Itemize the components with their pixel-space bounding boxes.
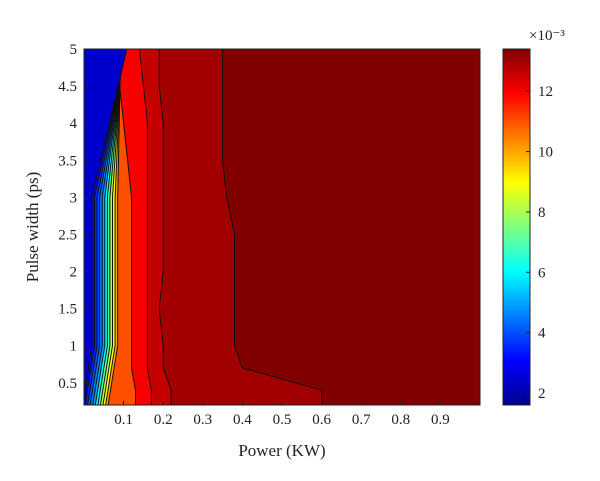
x-tick-label: 0.5 <box>273 412 292 428</box>
x-tick-label: 0.4 <box>233 412 252 428</box>
x-tick-label: 0.7 <box>352 412 371 428</box>
y-tick-label: 4.5 <box>58 79 77 95</box>
x-tick-label: 0.6 <box>312 412 331 428</box>
y-tick-label: 1.5 <box>58 302 77 318</box>
x-axis-label: Power (KW) <box>238 441 325 460</box>
colorbar-tick-label: 2 <box>538 386 546 402</box>
x-tick-label: 0.8 <box>391 412 410 428</box>
x-tick-label: 0.1 <box>114 412 133 428</box>
y-axis: 0.5 1 1.5 2 2.5 3 3.5 4 4.5 5 <box>58 42 88 392</box>
y-axis-label: Pulse width (ps) <box>23 172 42 283</box>
x-tick-label: 0.3 <box>193 412 212 428</box>
x-tick-label: 0.9 <box>431 412 450 428</box>
y-tick-label: 1 <box>70 339 78 355</box>
y-tick-label: 5 <box>70 42 78 58</box>
colorbar-ticks: 2 4 6 8 10 12 <box>526 84 553 402</box>
y-tick-label: 4 <box>70 116 78 132</box>
colorbar: 2 4 6 8 10 12 ×10⁻³ <box>502 28 565 406</box>
contour-fills <box>84 49 323 405</box>
colorbar-tick-label: 4 <box>538 326 546 342</box>
colorbar-tick-label: 10 <box>538 145 553 161</box>
colorbar-gradient <box>502 48 531 406</box>
colorbar-tick-label: 12 <box>538 84 553 100</box>
x-tick-label: 0.2 <box>154 412 173 428</box>
y-tick-label: 2 <box>70 265 78 281</box>
x-axis: 0.1 0.2 0.3 0.4 0.5 0.6 0.7 0.8 0.9 <box>114 401 450 428</box>
colorbar-tick-label: 8 <box>538 205 546 221</box>
plot-area <box>83 48 481 406</box>
y-tick-label: 3.5 <box>58 153 77 169</box>
y-tick-label: 2.5 <box>58 227 77 243</box>
y-tick-label: 0.5 <box>58 376 77 392</box>
colorbar-tick-label: 6 <box>538 265 546 281</box>
y-tick-label: 3 <box>70 190 78 206</box>
colorbar-exponent-label: ×10⁻³ <box>529 28 565 44</box>
